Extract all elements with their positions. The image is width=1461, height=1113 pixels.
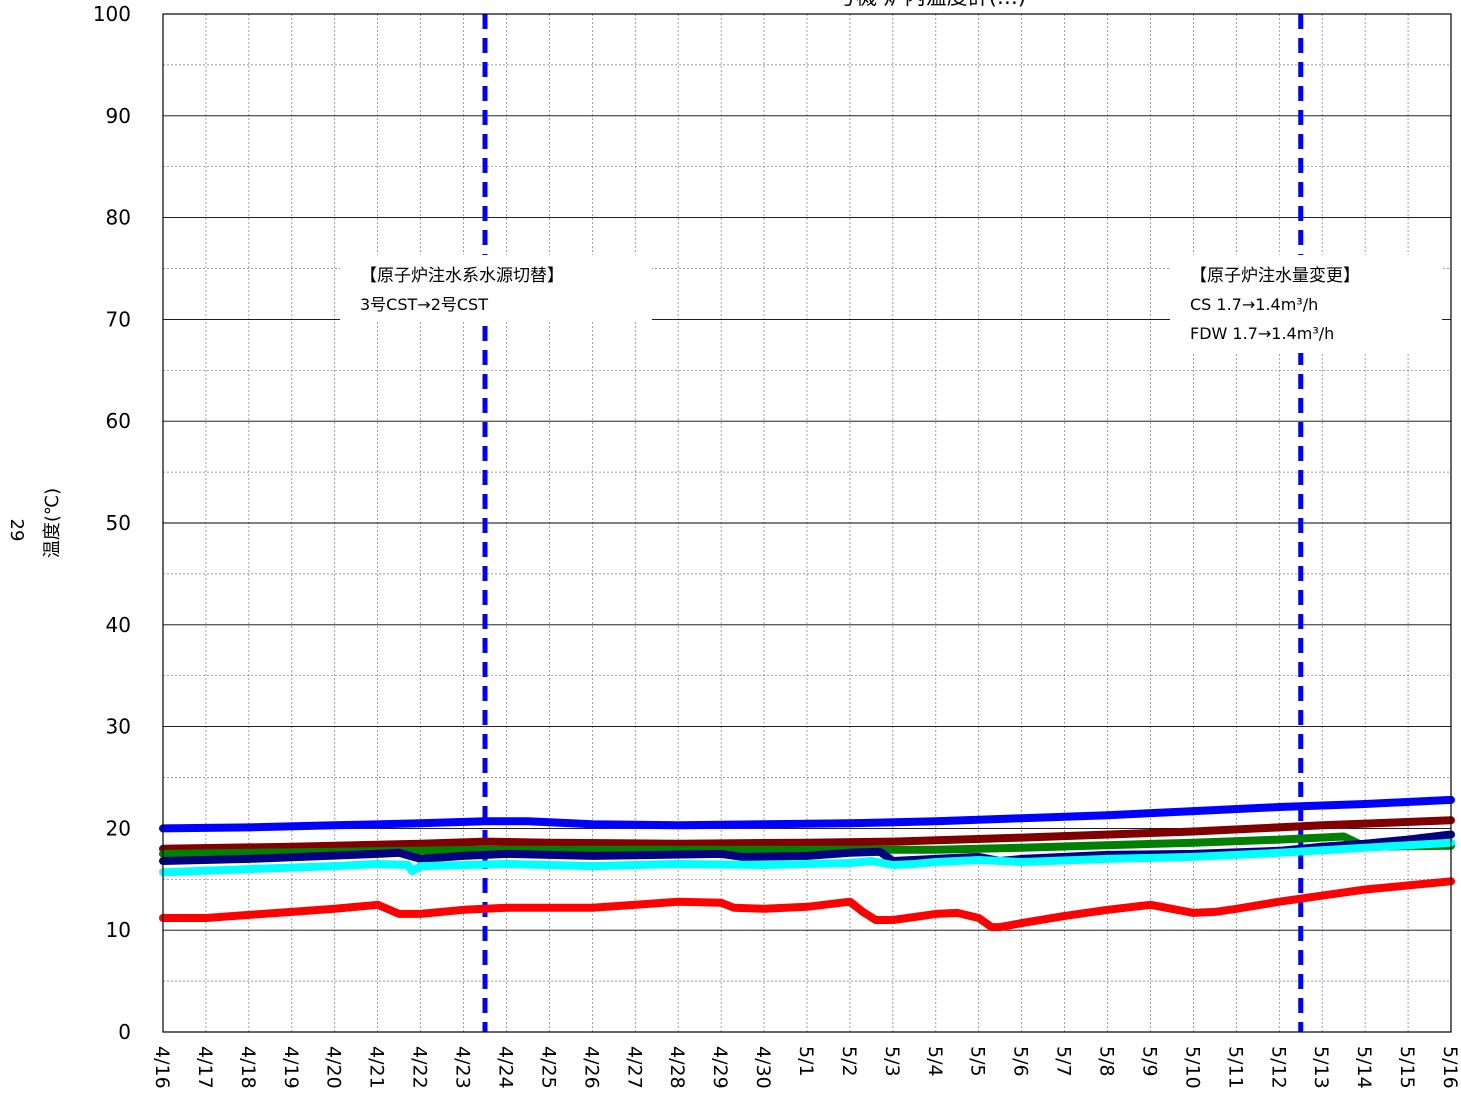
x-tick-label: 4/25 (537, 1046, 559, 1089)
annotation-text: 【原子炉注水系水源切替】 (360, 266, 564, 286)
grid (162, 13, 1452, 1033)
y-tick-label: 40 (106, 613, 131, 637)
x-tick-label: 5/8 (1096, 1046, 1118, 1077)
x-tick-label: 4/26 (580, 1046, 602, 1089)
x-axis-ticks: 4/16 4/17 4/18 4/19 4/20 4/21 4/22 4/23 4/24 4/25… (151, 1046, 1461, 1089)
chart-title: 号機 炉内温度計(…) (835, 0, 1026, 9)
x-tick-label: 5/4 (924, 1046, 946, 1077)
x-tick-label: 5/2 (838, 1046, 860, 1077)
x-tick-label: 5/6 (1010, 1046, 1032, 1077)
series-line-1 (159, 795, 1455, 833)
y-tick-label: 90 (106, 104, 131, 128)
plot-frame (162, 13, 1452, 1033)
series-line-3 (159, 832, 1455, 858)
y-tick-label: 10 (106, 918, 131, 942)
y-axis-label: 温度(℃) (42, 488, 63, 558)
page-number: 29 (6, 519, 27, 542)
y-tick-label: 30 (106, 715, 131, 739)
x-tick-label: 4/20 (323, 1046, 345, 1089)
annotation-text: 3号CST→2号CST (360, 295, 488, 314)
x-tick-label: 5/10 (1181, 1046, 1203, 1089)
x-tick-label: 4/28 (666, 1046, 688, 1089)
x-tick-label: 4/16 (151, 1046, 173, 1089)
y-tick-label: 100 (93, 2, 131, 26)
series-line-5 (159, 838, 1455, 877)
y-tick-label: 50 (106, 511, 131, 535)
x-tick-label: 4/21 (366, 1046, 388, 1089)
x-tick-label: 4/19 (280, 1046, 302, 1089)
x-tick-label: 5/1 (795, 1046, 817, 1077)
annotation-text: CS 1.7→1.4m³/h (1190, 295, 1318, 314)
x-tick-label: 5/5 (967, 1046, 989, 1077)
annotation-box (1170, 255, 1442, 353)
x-tick-label: 4/27 (623, 1046, 645, 1089)
x-tick-label: 5/7 (1053, 1046, 1075, 1077)
x-tick-label: 5/9 (1138, 1046, 1160, 1077)
x-tick-label: 5/15 (1396, 1046, 1418, 1089)
x-tick-label: 4/22 (409, 1046, 431, 1089)
series-line-6 (159, 877, 1455, 932)
y-axis-ticks: 0 10 20 30 40 50 60 70 80 90 100 (93, 2, 131, 1044)
series-lines (159, 795, 1455, 932)
y-tick-label: 0 (118, 1020, 131, 1044)
annotation-text: FDW 1.7→1.4m³/h (1190, 324, 1334, 343)
annotation-text: 【原子炉注水量変更】 (1190, 266, 1360, 286)
x-tick-label: 5/14 (1353, 1046, 1375, 1089)
x-tick-label: 4/29 (709, 1046, 731, 1089)
x-tick-label: 5/13 (1310, 1046, 1332, 1089)
y-tick-label: 70 (106, 307, 131, 331)
x-tick-label: 5/12 (1267, 1046, 1289, 1089)
x-tick-label: 4/24 (494, 1046, 516, 1089)
annotations: 【原子炉注水系水源切替】 3号CST→2号CST 【原子炉注水量変更】 CS 1.7→… (340, 255, 1442, 353)
x-tick-label: 4/17 (194, 1046, 216, 1089)
annotation-box (340, 255, 652, 321)
x-tick-label: 4/18 (237, 1046, 259, 1089)
x-tick-label: 4/30 (752, 1046, 774, 1089)
y-tick-label: 20 (106, 816, 131, 840)
y-tick-label: 80 (106, 206, 131, 230)
series-line-2 (159, 816, 1455, 853)
x-tick-label: 4/23 (452, 1046, 474, 1089)
x-tick-label: 5/16 (1439, 1046, 1461, 1089)
y-tick-label: 60 (106, 409, 131, 433)
x-tick-label: 5/11 (1224, 1046, 1246, 1089)
x-tick-label: 5/3 (881, 1046, 903, 1077)
